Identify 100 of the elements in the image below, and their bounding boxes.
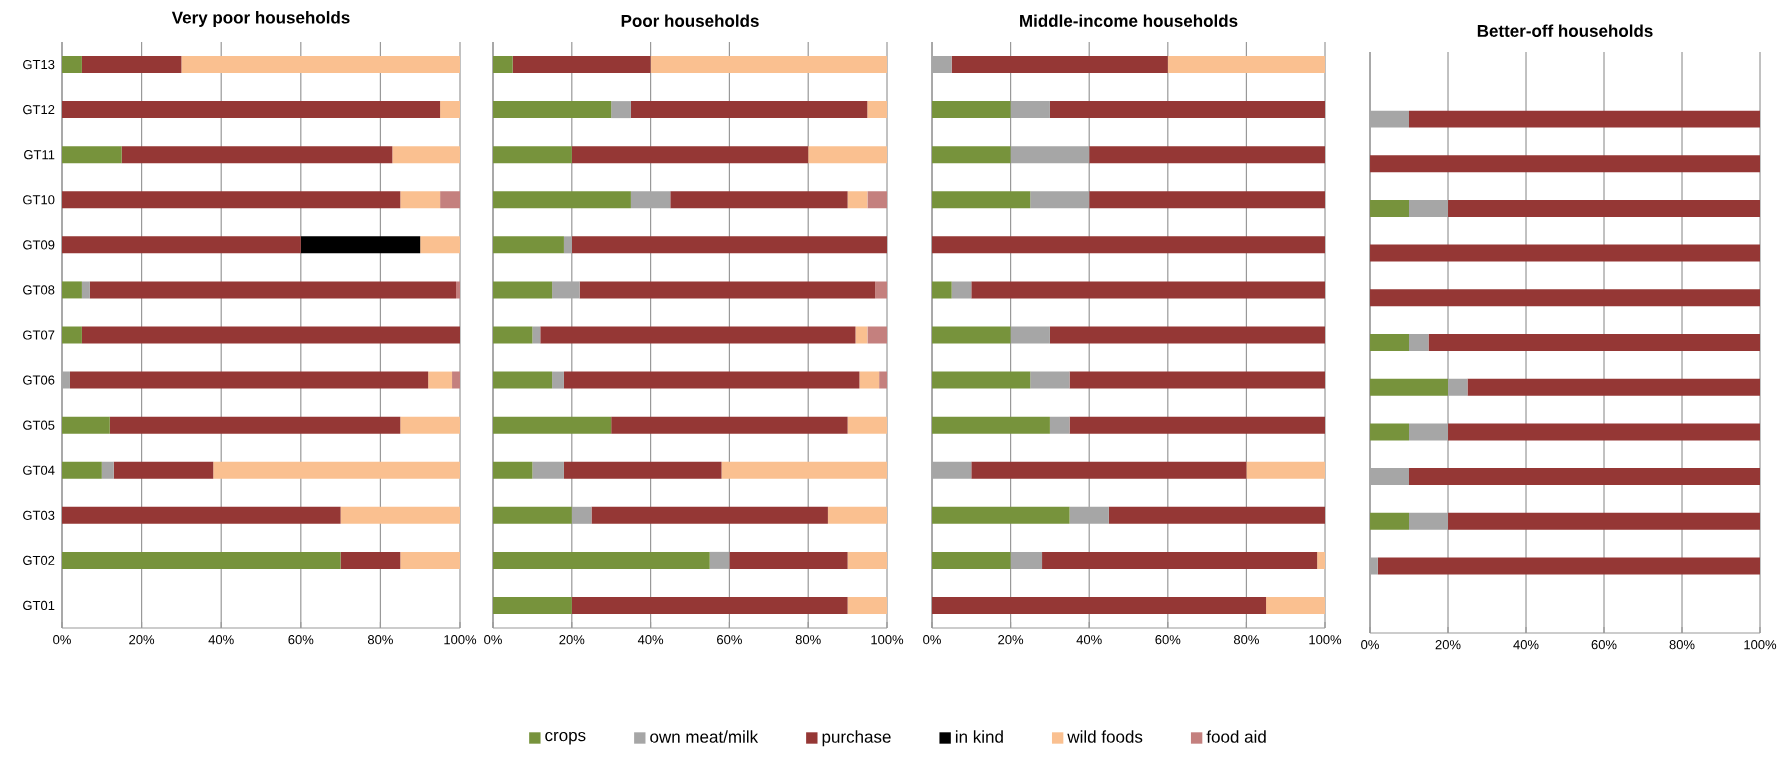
x-tick-label: 0%	[1361, 640, 1379, 650]
x-tick-label: 20%	[559, 635, 585, 645]
bar	[729, 551, 848, 569]
x-tick-label: 100%	[1309, 635, 1342, 645]
bar	[611, 416, 848, 434]
bar	[62, 146, 122, 164]
bar	[1370, 110, 1410, 128]
bar	[1317, 551, 1326, 569]
chart-title: Better-off households	[1477, 24, 1653, 37]
bar	[493, 146, 572, 164]
bar	[62, 281, 82, 299]
bar	[1069, 506, 1109, 524]
bar	[340, 506, 460, 524]
bar	[630, 101, 868, 119]
bar	[630, 191, 671, 209]
bar	[879, 371, 888, 389]
x-tick-label: 20%	[1435, 640, 1461, 650]
bar	[113, 461, 214, 479]
bar	[493, 101, 612, 119]
x-tick-label: 40%	[1513, 640, 1539, 650]
bar	[932, 146, 1011, 164]
bar	[971, 281, 1326, 299]
bar	[493, 326, 533, 344]
bar	[1167, 56, 1326, 74]
bar	[300, 236, 421, 254]
bar	[951, 281, 972, 299]
bar	[493, 281, 553, 299]
bar	[932, 461, 972, 479]
bar	[1049, 101, 1326, 119]
bar	[400, 416, 460, 434]
bar	[493, 191, 631, 209]
bar	[932, 101, 1011, 119]
bar	[1266, 596, 1326, 614]
bar	[1370, 378, 1449, 396]
bar	[855, 326, 868, 344]
legend-label: in kind	[955, 730, 1003, 743]
bar	[493, 236, 564, 254]
bar	[62, 551, 341, 569]
bar	[709, 551, 730, 569]
bar	[859, 371, 880, 389]
bar	[1030, 191, 1090, 209]
bar	[847, 416, 888, 434]
x-tick-label: 40%	[208, 635, 234, 645]
bar	[1448, 423, 1761, 441]
bar	[452, 371, 460, 389]
bar	[932, 236, 1326, 254]
bar	[1370, 333, 1410, 351]
x-tick-label: 0%	[53, 635, 71, 645]
bar	[532, 461, 564, 479]
bar	[392, 146, 460, 164]
bar	[951, 56, 1168, 74]
bar	[428, 371, 453, 389]
legend-label: crops	[545, 731, 586, 745]
bar	[512, 56, 651, 74]
bar	[81, 56, 182, 74]
bar	[400, 551, 460, 569]
bar	[867, 191, 888, 209]
bar	[493, 461, 533, 479]
y-tick-label: GT05	[23, 420, 55, 430]
bar	[552, 371, 564, 389]
bar	[493, 506, 572, 524]
bar	[1049, 416, 1070, 434]
bar	[81, 326, 460, 344]
bar	[1089, 191, 1326, 209]
x-tick-label: 20%	[998, 635, 1024, 645]
bar	[971, 461, 1247, 479]
y-tick-label: GT13	[23, 59, 55, 70]
bar	[1409, 110, 1761, 128]
bar	[62, 506, 341, 524]
bar	[1010, 326, 1050, 344]
x-tick-label: 60%	[1155, 635, 1181, 645]
x-tick-label: 80%	[795, 635, 821, 645]
bar	[1069, 416, 1326, 434]
bar	[1010, 146, 1090, 164]
bar	[62, 461, 102, 479]
x-tick-label: 100%	[871, 635, 904, 645]
y-tick-label: GT11	[24, 150, 55, 160]
bar	[1409, 468, 1761, 486]
bar	[181, 56, 460, 74]
chart-title: Poor households	[621, 14, 759, 27]
bar	[932, 506, 1070, 524]
bar	[847, 551, 888, 569]
bar	[847, 191, 868, 209]
bar	[493, 371, 553, 389]
x-tick-label: 0%	[923, 635, 941, 645]
bar	[89, 281, 457, 299]
legend-label: wild foods	[1067, 730, 1143, 743]
bar	[420, 236, 460, 254]
bar	[808, 146, 888, 164]
x-tick-label: 80%	[1669, 640, 1695, 650]
bar	[62, 236, 301, 254]
bar	[650, 56, 888, 74]
bar	[1069, 371, 1326, 389]
bar	[571, 596, 848, 614]
bar	[69, 371, 429, 389]
y-tick-label: GT01	[23, 600, 55, 611]
bar	[1409, 512, 1449, 530]
bar	[563, 236, 572, 254]
bar	[867, 326, 888, 344]
x-tick-label: 60%	[288, 635, 314, 645]
